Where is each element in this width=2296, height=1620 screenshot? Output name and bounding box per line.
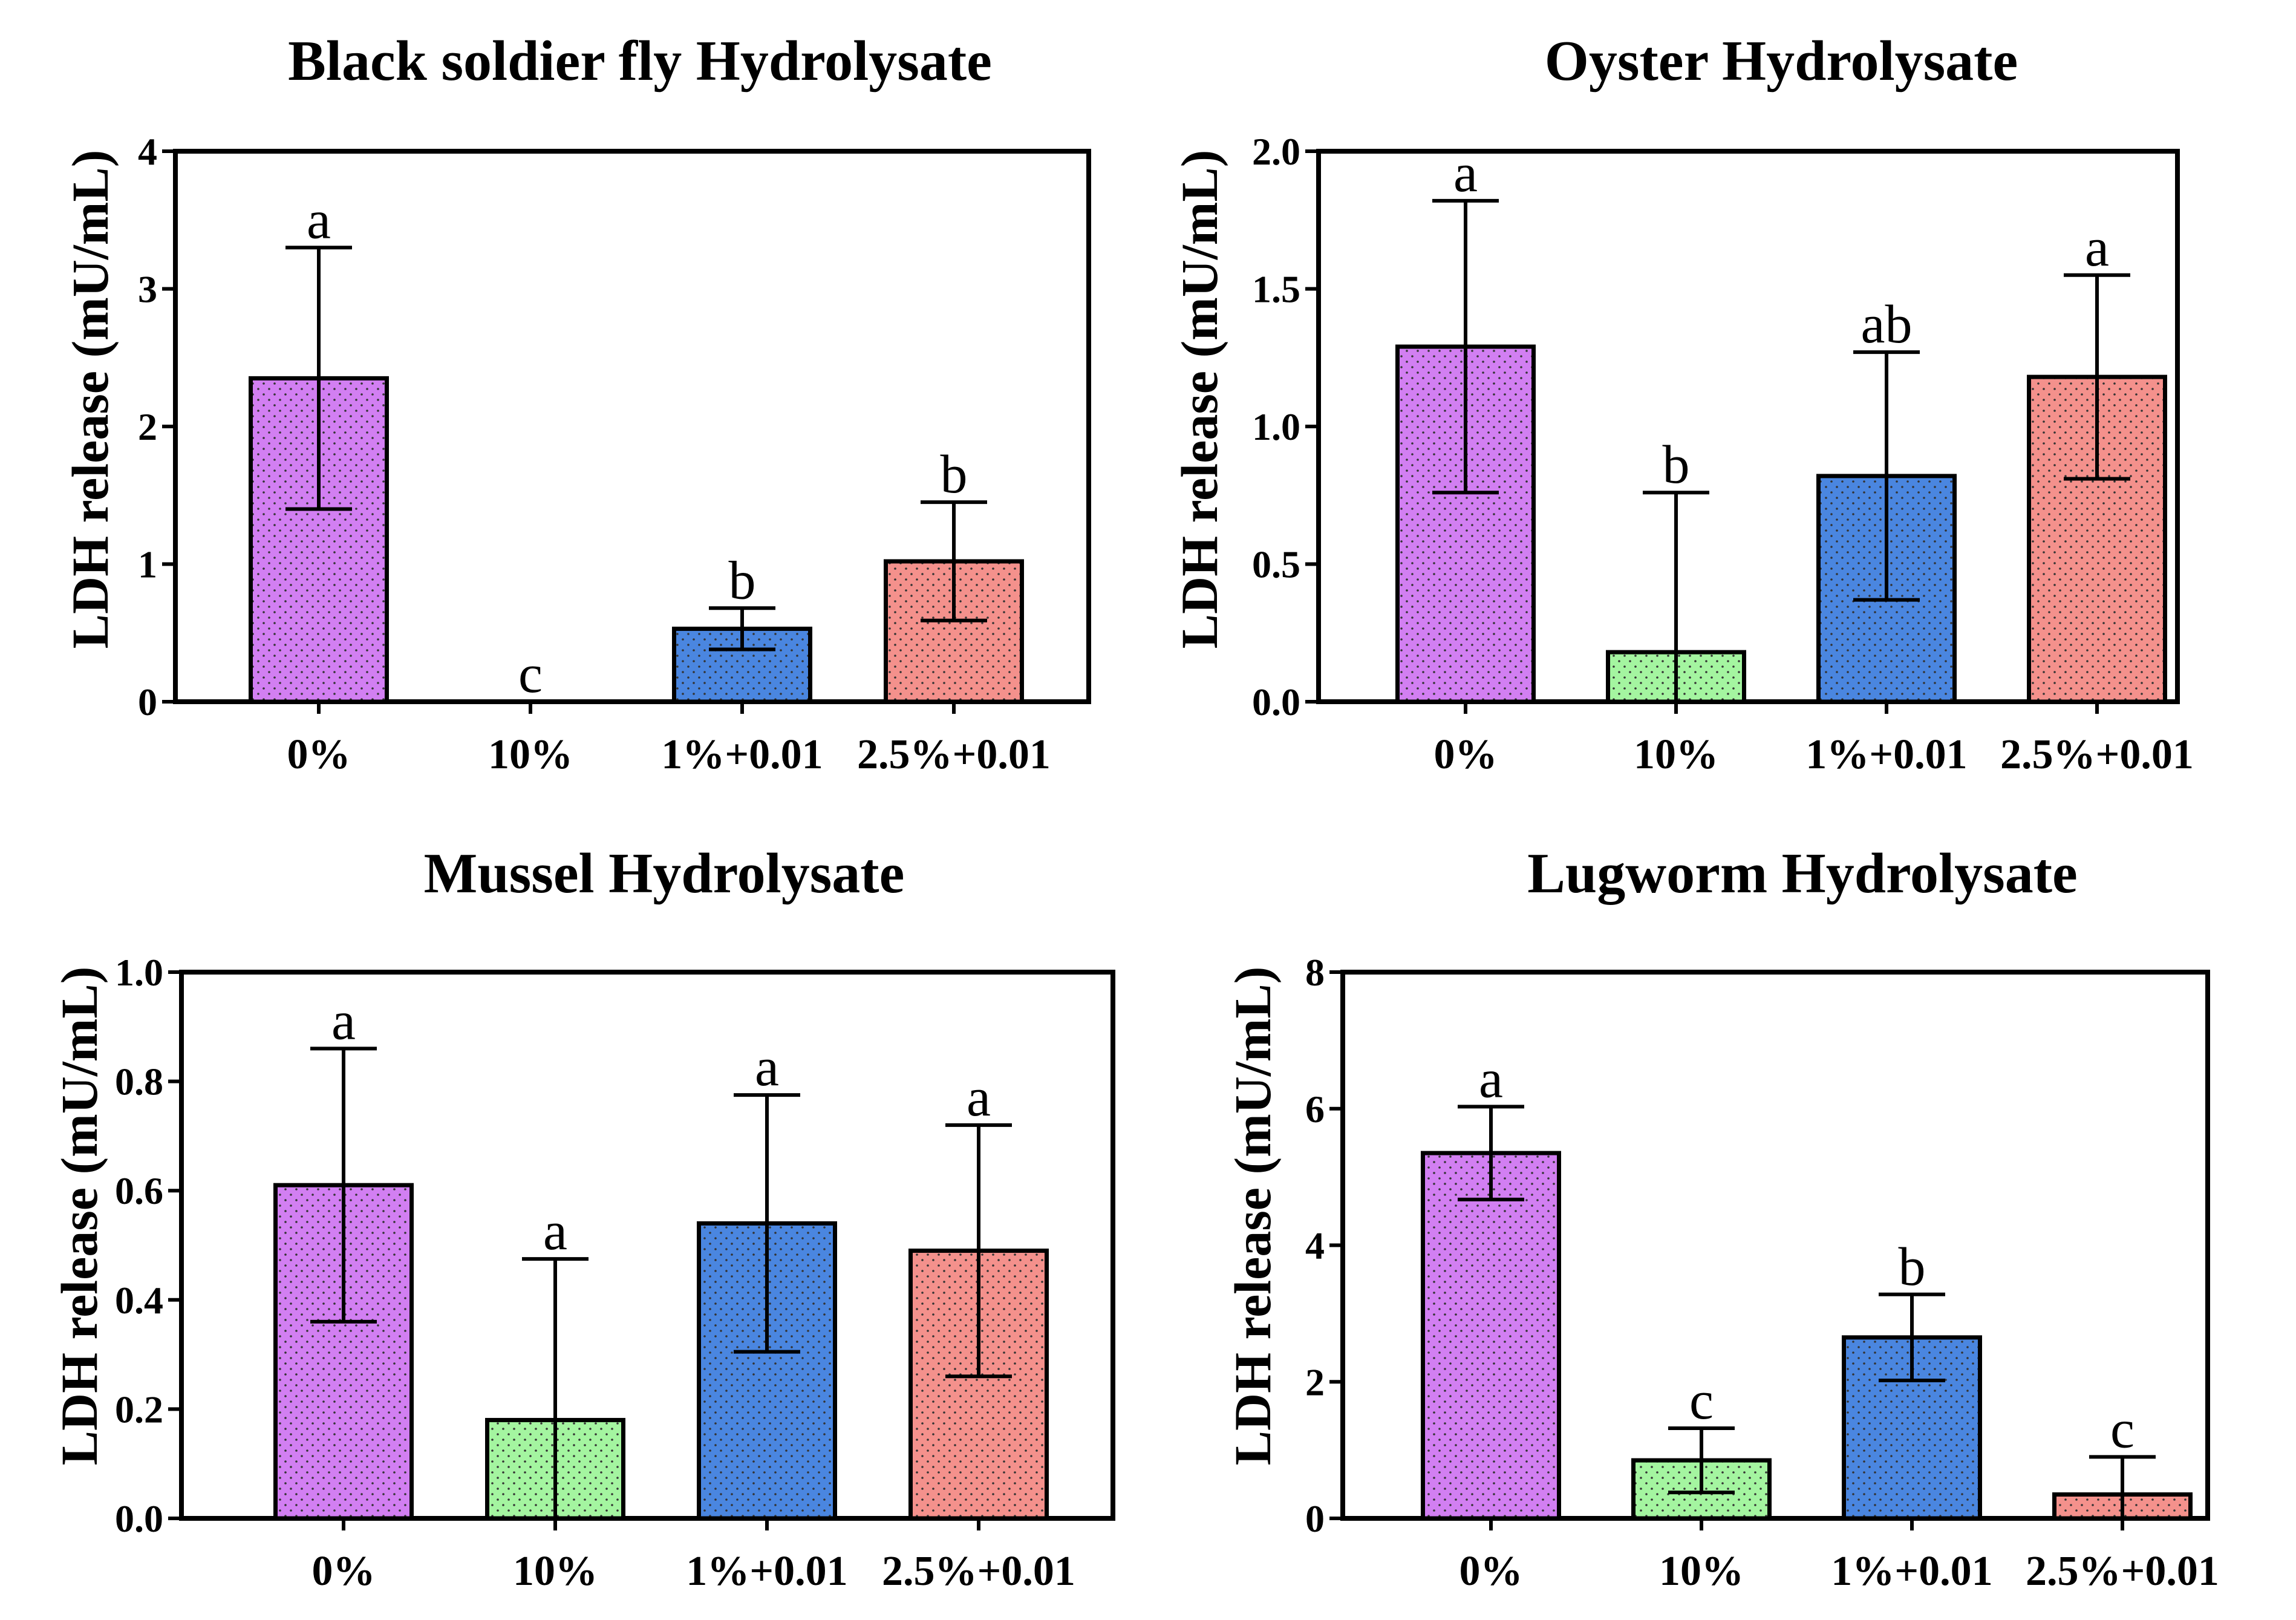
significance-label: a (1479, 1049, 1503, 1109)
bar-outline (1421, 1151, 1561, 1521)
significance-label: a (331, 991, 356, 1051)
x-tick-label: 10% (513, 1548, 598, 1595)
y-tick-label: 3 (138, 268, 157, 311)
chart-title: Oyster Hydrolysate (1545, 30, 2018, 93)
y-axis-label: LDH release (mU/mL) (50, 967, 108, 1466)
significance-label: b (1663, 435, 1690, 495)
chart-title: Black soldier fly Hydrolysate (288, 30, 992, 93)
plot-area: 0 2 4 6 8 a 0% c 10% b 1%+0.01 c 2.5%+0.01 (1305, 951, 2219, 1595)
significance-label: b (1899, 1237, 1926, 1297)
significance-label: b (729, 550, 756, 610)
chart-panel-mussel: Mussel Hydrolysate LDH release (mU/mL) 0… (50, 842, 1115, 1595)
plot-area: 0.0 0.2 0.4 0.6 0.8 1.0 a 0% a 10% a 1%+0.01 a 2.5%+0… (115, 951, 1115, 1595)
chart-panel-lugworm: Lugworm Hydrolysate LDH release (mU/mL) … (1224, 842, 2219, 1595)
y-tick-label: 0 (138, 681, 157, 723)
x-tick-label: 1%+0.01 (661, 731, 823, 778)
y-tick-label: 2 (138, 405, 157, 448)
y-tick-label: 0 (1305, 1497, 1325, 1540)
significance-label: a (2085, 218, 2109, 278)
x-tick-label: 10% (1659, 1548, 1744, 1595)
y-axis-label: LDH release (mU/mL) (61, 150, 119, 649)
significance-label: c (518, 644, 543, 704)
significance-label: a (755, 1037, 779, 1097)
x-tick-label: 2.5%+0.01 (2000, 731, 2194, 778)
significance-label: c (1689, 1371, 1714, 1431)
y-tick-label: 0.4 (115, 1279, 163, 1322)
significance-label: a (543, 1201, 567, 1261)
y-tick-label: 8 (1305, 951, 1325, 994)
y-tick-label: 4 (138, 130, 157, 173)
significance-label: c (2110, 1399, 2135, 1459)
y-tick-label: 2 (1305, 1360, 1325, 1403)
y-tick-label: 0.2 (115, 1388, 163, 1431)
x-tick-label: 1%+0.01 (1805, 731, 1967, 778)
plot-frame (179, 970, 1115, 1521)
y-tick-label: 1.0 (115, 951, 163, 994)
x-tick-label: 0% (287, 731, 351, 778)
chart-title: Mussel Hydrolysate (424, 842, 905, 905)
x-tick-label: 2.5%+0.01 (2026, 1548, 2219, 1595)
y-tick-label: 0.0 (115, 1497, 163, 1540)
x-tick-label: 0% (312, 1548, 376, 1595)
y-tick-label: 1.0 (1252, 405, 1300, 448)
y-tick-label: 0.8 (115, 1060, 163, 1103)
significance-label: ab (1861, 295, 1913, 354)
x-tick-label: 0% (1459, 1548, 1523, 1595)
plot-area: 0 1 2 3 4 a 0% c 10% b 1%+0.01 b 2.5%+0.01 (138, 130, 1091, 778)
x-tick-label: 2.5%+0.01 (882, 1548, 1075, 1595)
x-tick-label: 2.5%+0.01 (857, 731, 1051, 778)
y-tick-label: 0.0 (1252, 681, 1300, 723)
y-tick-label: 4 (1305, 1224, 1325, 1267)
y-tick-label: 6 (1305, 1088, 1325, 1131)
y-axis-label: LDH release (mU/mL) (1224, 967, 1282, 1466)
significance-label: a (967, 1068, 991, 1128)
x-tick-label: 0% (1434, 731, 1498, 778)
x-tick-label: 1%+0.01 (1831, 1548, 1992, 1595)
chart-panel-oyster: Oyster Hydrolysate LDH release (mU/mL) 0… (1170, 30, 2194, 778)
chart-title: Lugworm Hydrolysate (1527, 842, 2078, 905)
significance-label: a (1453, 143, 1478, 203)
y-tick-label: 2.0 (1252, 130, 1300, 173)
x-tick-label: 10% (488, 731, 573, 778)
significance-label: b (941, 445, 968, 505)
x-tick-label: 10% (1634, 731, 1718, 778)
bar-outline (884, 559, 1024, 704)
chart-panel-black-soldier-fly: Black soldier fly Hydrolysate LDH releas… (61, 30, 1091, 778)
y-axis-label: LDH release (mU/mL) (1170, 150, 1228, 649)
y-tick-label: 0.5 (1252, 543, 1300, 586)
significance-label: a (307, 190, 331, 250)
y-tick-label: 1.5 (1252, 268, 1300, 311)
y-tick-label: 0.6 (115, 1169, 163, 1212)
y-tick-label: 1 (138, 543, 157, 586)
plot-area: 0.0 0.5 1.0 1.5 2.0 a 0% b 10% ab 1%+0.01 a 2.5%+0.0… (1252, 130, 2194, 778)
x-tick-label: 1%+0.01 (686, 1548, 847, 1595)
